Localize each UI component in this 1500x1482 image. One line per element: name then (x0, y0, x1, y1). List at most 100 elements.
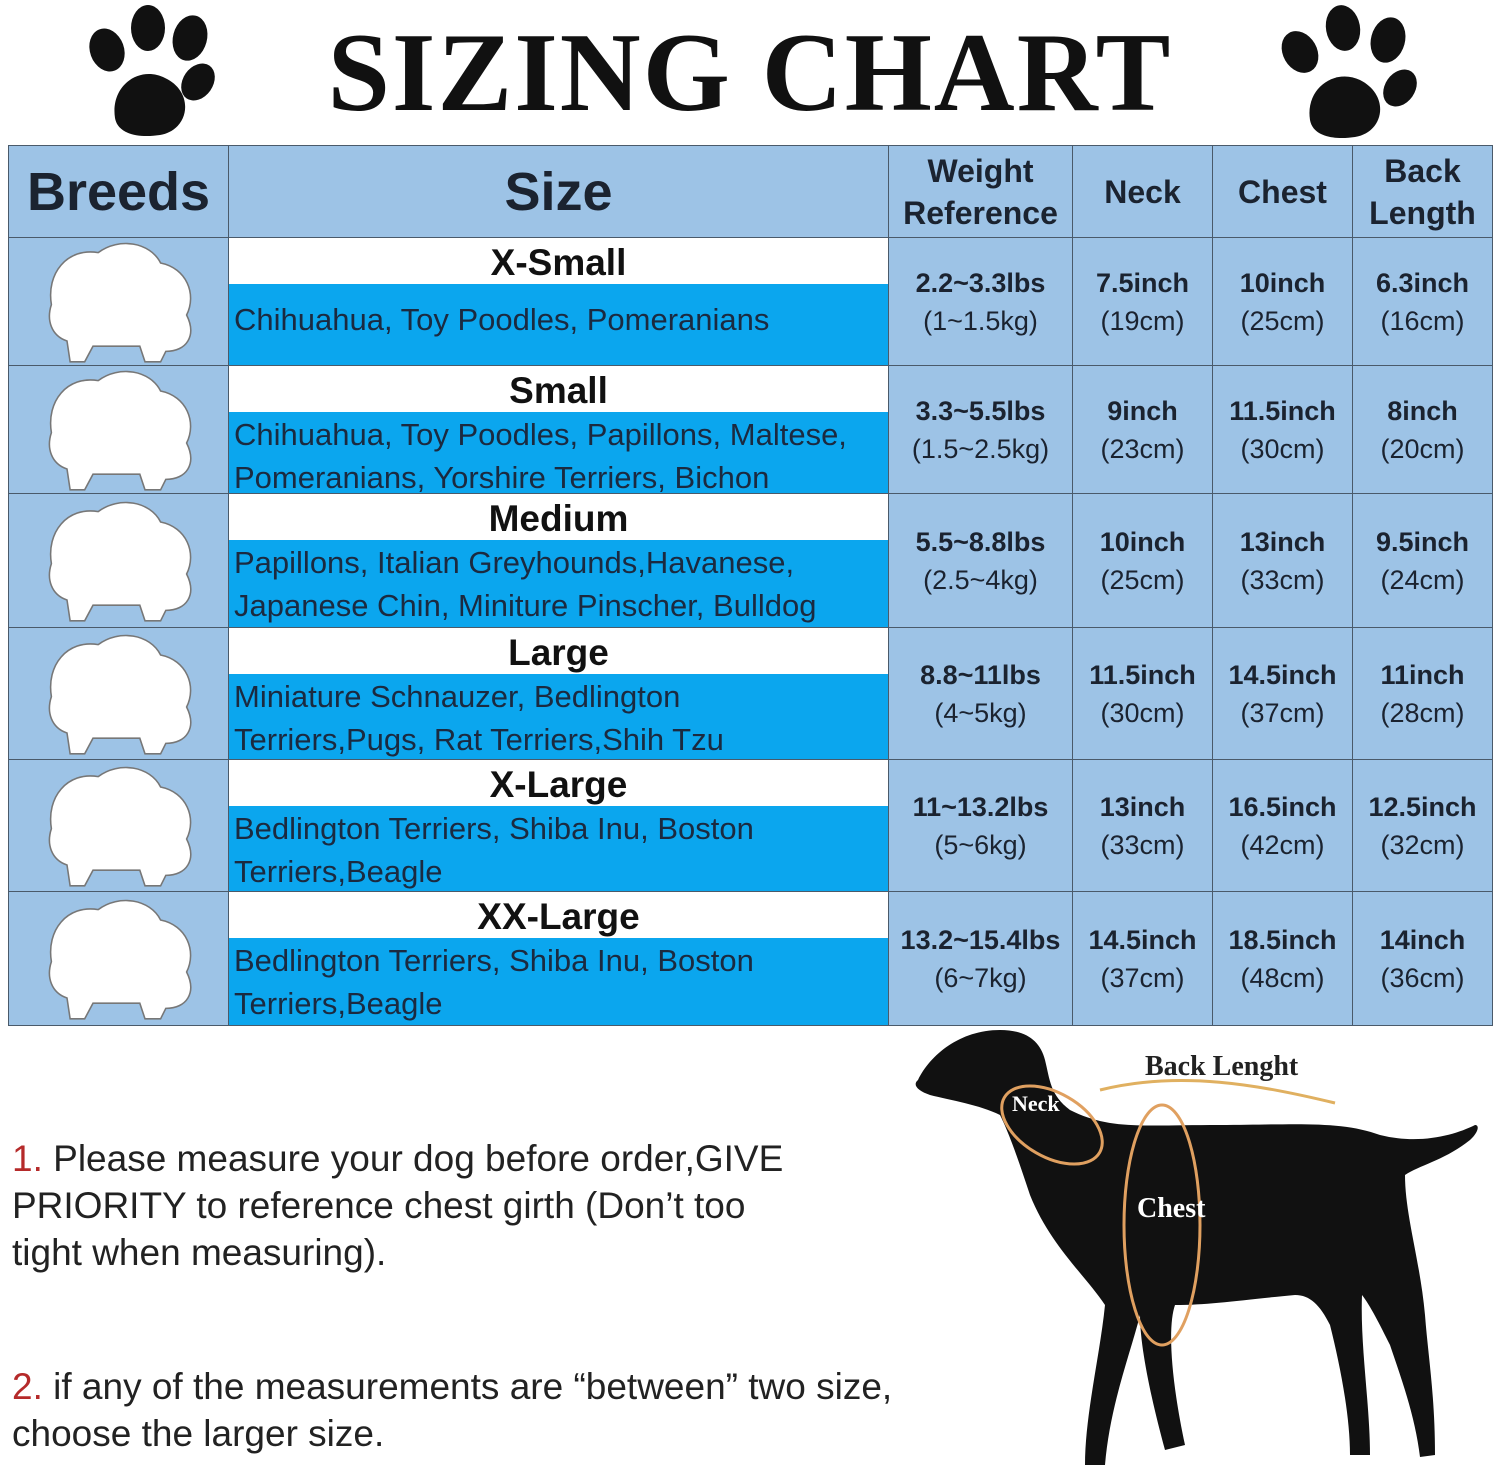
breed-line: Bedlington Terriers, Shiba Inu, Boston (234, 943, 754, 978)
breed-silhouette (48, 242, 191, 363)
chest-imperial: 16.5inch (1228, 791, 1337, 822)
breed-list: Miniature Schnauzer, Bedlington Terriers,… (234, 675, 884, 761)
neck-imperial: 10inch (1099, 526, 1186, 557)
size-cell: Small Chihuahua, Toy Poodles, Papillons, … (228, 365, 889, 495)
neck-label: Neck (1012, 1091, 1060, 1116)
breed-line: Papillons, Italian Greyhounds,Havanese, (234, 545, 795, 580)
breed-list: Bedlington Terriers, Shiba Inu, Boston Te… (234, 939, 884, 1025)
neck-cell: 14.5inch (37cm) (1072, 891, 1213, 1026)
chest-ring (1122, 1103, 1202, 1347)
neck-value: 14.5inch (37cm) (1088, 921, 1196, 997)
chest-cell: 14.5inch (37cm) (1212, 627, 1353, 760)
breed-cell (8, 237, 229, 366)
note-line: choose the larger size. (12, 1410, 892, 1457)
note-text: if any of the measurements are “between”… (53, 1366, 893, 1407)
weight-imperial: 13.2~15.4lbs (900, 924, 1061, 955)
breed-line: Japanese Chin, Miniture Pinscher, Bulldo… (234, 588, 817, 623)
column-header: Weight Reference (888, 145, 1073, 238)
note-line: PRIORITY to reference chest girth (Don’t… (12, 1182, 783, 1229)
chest-cell: 13inch (33cm) (1212, 493, 1353, 628)
back-metric: (28cm) (1380, 697, 1465, 728)
size-name: Small (229, 366, 888, 412)
weight-cell: 2.2~3.3lbs (1~1.5kg) (888, 237, 1073, 366)
weight-metric: (2.5~4kg) (923, 564, 1038, 595)
weight-metric: (4~5kg) (934, 697, 1027, 728)
weight-value: 5.5~8.8lbs (2.5~4kg) (916, 523, 1046, 599)
back-imperial: 9.5inch (1375, 526, 1470, 557)
neck-cell: 9inch (23cm) (1072, 365, 1213, 494)
breed-silhouette (48, 766, 191, 887)
chest-imperial: 10inch (1239, 267, 1326, 298)
weight-cell: 13.2~15.4lbs (6~7kg) (888, 891, 1073, 1026)
note-text: PRIORITY to reference chest girth (Don’t… (12, 1185, 746, 1226)
weight-metric: (1.5~2.5kg) (911, 433, 1050, 464)
back-metric: (16cm) (1380, 305, 1465, 336)
back-value: 11inch (28cm) (1380, 656, 1464, 732)
weight-imperial: 8.8~11lbs (920, 659, 1041, 690)
chest-metric: (37cm) (1240, 697, 1325, 728)
dog-diagram: Neck Back Lenght Chest (915, 1030, 1478, 1465)
size-cell: Medium Papillons, Italian Greyhounds,Hava… (228, 493, 889, 628)
breed-list: Chihuahua, Toy Poodles, Pomeranians (234, 298, 884, 341)
chest-value: 13inch (33cm) (1240, 523, 1326, 599)
back-cell: 12.5inch (32cm) (1352, 759, 1493, 892)
back-imperial: 6.3inch (1375, 267, 1470, 298)
breed-cell (8, 493, 229, 628)
chest-value: 16.5inch (42cm) (1228, 788, 1336, 864)
size-cell: X-Large Bedlington Terriers, Shiba Inu, B… (228, 759, 889, 892)
back-cell: 6.3inch (16cm) (1352, 237, 1493, 366)
breed-line: Bedlington Terriers, Shiba Inu, Boston (234, 811, 754, 846)
neck-metric: (23cm) (1100, 433, 1185, 464)
size-cell: Large Miniature Schnauzer, Bedlington Terr… (228, 627, 889, 760)
neck-cell: 11.5inch (30cm) (1072, 627, 1213, 760)
paw-right (1281, 5, 1417, 139)
breed-silhouette (48, 370, 191, 491)
back-metric: (36cm) (1380, 962, 1465, 993)
back-value: 12.5inch (32cm) (1368, 788, 1476, 864)
weight-value: 8.8~11lbs (4~5kg) (920, 656, 1041, 732)
weight-value: 3.3~5.5lbs (1.5~2.5kg) (912, 392, 1049, 468)
back-value: 6.3inch (16cm) (1376, 264, 1469, 340)
neck-ring (1000, 1084, 1104, 1166)
weight-metric: (6~7kg) (934, 962, 1027, 993)
note-line: tight when measuring). (12, 1229, 783, 1276)
back-value: 8inch (20cm) (1380, 392, 1464, 468)
weight-imperial: 3.3~5.5lbs (915, 395, 1046, 426)
back-length-label: Back Lenght (1145, 1051, 1299, 1082)
neck-metric: (30cm) (1100, 697, 1185, 728)
breed-silhouette (48, 634, 191, 755)
breed-line: Pomeranians, Yorshire Terriers, Bichon (234, 460, 770, 495)
weight-imperial: 2.2~3.3lbs (915, 267, 1046, 298)
neck-value: 9inch (23cm) (1100, 392, 1184, 468)
neck-metric: (37cm) (1100, 962, 1185, 993)
breed-line: Miniature Schnauzer, Bedlington (234, 679, 681, 714)
back-metric: (32cm) (1380, 829, 1465, 860)
note-line: 2. if any of the measurements are “betwe… (12, 1363, 892, 1410)
chest-metric: (25cm) (1240, 305, 1325, 336)
neck-metric: (19cm) (1100, 305, 1185, 336)
back-value: 9.5inch (24cm) (1376, 523, 1469, 599)
breed-list: Chihuahua, Toy Poodles, Papillons, Malte… (234, 413, 884, 499)
breed-line: Terriers,Beagle (234, 854, 443, 889)
back-imperial: 12.5inch (1368, 791, 1477, 822)
size-name: Large (229, 628, 888, 674)
back-cell: 9.5inch (24cm) (1352, 493, 1493, 628)
weight-imperial: 11~13.2lbs (912, 791, 1049, 822)
column-header: Back Length (1352, 145, 1493, 238)
neck-value: 7.5inch (19cm) (1096, 264, 1189, 340)
chest-cell: 16.5inch (42cm) (1212, 759, 1353, 892)
back-metric: (24cm) (1380, 564, 1465, 595)
dog-silhouette (915, 1030, 1478, 1465)
chest-value: 18.5inch (48cm) (1228, 921, 1336, 997)
chest-metric: (48cm) (1240, 962, 1325, 993)
note: 1. Please measure your dog before order,… (12, 1135, 783, 1276)
chest-cell: 11.5inch (30cm) (1212, 365, 1353, 494)
chest-imperial: 11.5inch (1229, 395, 1336, 426)
note-number: 1. (12, 1138, 43, 1179)
back-value: 14inch (36cm) (1380, 921, 1466, 997)
chest-label: Chest (1137, 1193, 1206, 1224)
breed-silhouette (48, 501, 191, 622)
chest-value: 10inch (25cm) (1240, 264, 1326, 340)
chest-value: 14.5inch (37cm) (1228, 656, 1336, 732)
